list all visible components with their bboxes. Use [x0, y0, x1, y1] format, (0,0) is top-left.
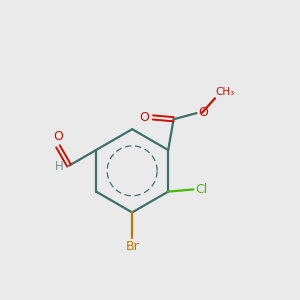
- Text: H: H: [55, 160, 64, 173]
- Text: O: O: [140, 111, 149, 124]
- Text: O: O: [53, 130, 63, 143]
- Text: CH₃: CH₃: [216, 87, 235, 97]
- Text: Br: Br: [125, 240, 139, 253]
- Text: Cl: Cl: [195, 183, 207, 196]
- Text: O: O: [198, 106, 208, 119]
